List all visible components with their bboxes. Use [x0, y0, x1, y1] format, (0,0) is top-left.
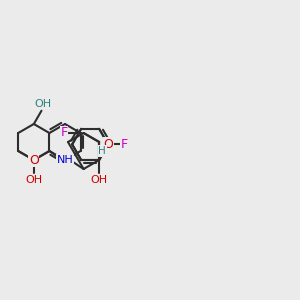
Text: H: H — [98, 146, 106, 156]
Text: O: O — [103, 138, 113, 151]
Text: O: O — [29, 154, 39, 166]
Text: OH: OH — [91, 175, 108, 184]
Text: OH: OH — [34, 99, 51, 109]
Text: OH: OH — [25, 175, 42, 184]
Text: F: F — [121, 138, 128, 151]
Text: F: F — [61, 127, 68, 140]
Text: NH: NH — [57, 155, 74, 165]
